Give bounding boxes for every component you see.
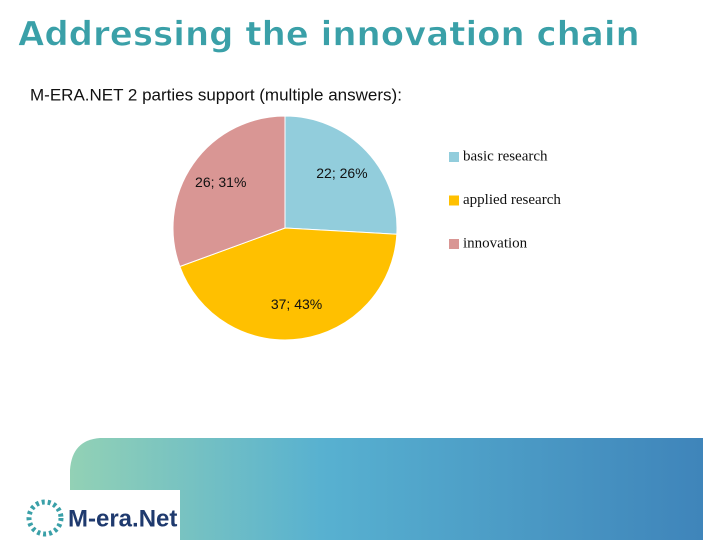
legend-swatch xyxy=(449,195,459,206)
data-label: 26; 31% xyxy=(195,174,246,190)
legend-swatch xyxy=(449,239,459,249)
data-label: 22; 26% xyxy=(316,165,367,181)
legend-label: applied research xyxy=(463,192,561,208)
data-label: 37; 43% xyxy=(271,296,322,312)
logo-globe xyxy=(26,499,64,537)
legend-swatch xyxy=(449,152,459,162)
logo-text: M-era.Net xyxy=(68,505,177,532)
legend-label: innovation xyxy=(463,235,528,251)
slide-title: Addressing the innovation chain xyxy=(18,15,640,55)
logo-bg xyxy=(20,490,180,540)
chart-title: M-ERA.NET 2 parties support (multiple an… xyxy=(30,85,402,104)
banner xyxy=(70,438,703,540)
pie-slice xyxy=(172,115,286,268)
pie-slice xyxy=(179,227,398,341)
pie-slice xyxy=(284,115,398,235)
legend-label: basic research xyxy=(463,148,548,164)
